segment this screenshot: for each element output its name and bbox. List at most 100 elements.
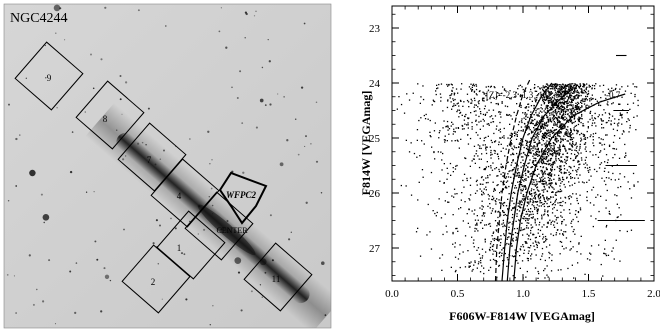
star-point	[477, 263, 480, 265]
star-point	[523, 197, 525, 200]
star-point	[477, 219, 479, 221]
star-point	[451, 89, 453, 92]
star-point	[599, 151, 601, 153]
star-point	[583, 98, 585, 100]
star-point	[449, 94, 451, 97]
star-point	[459, 111, 462, 114]
star-point	[562, 139, 564, 142]
star-point	[527, 162, 529, 165]
star-point	[545, 163, 547, 165]
star-point	[548, 92, 551, 94]
star-point	[627, 181, 629, 183]
star-point	[598, 137, 600, 139]
star-point	[576, 216, 578, 218]
star-point	[546, 132, 548, 134]
star-point	[562, 83, 564, 85]
star	[231, 86, 233, 89]
star-point	[489, 146, 491, 148]
star-point	[535, 201, 537, 203]
star-point	[564, 186, 566, 188]
star-point	[545, 99, 547, 101]
star-point	[504, 155, 506, 157]
star-point	[561, 127, 563, 130]
star-point	[460, 138, 462, 140]
star-point	[561, 106, 563, 109]
star-point	[553, 83, 555, 85]
star-point	[447, 172, 449, 175]
star-point	[481, 208, 483, 210]
star-point	[566, 134, 568, 136]
star-point	[546, 136, 548, 139]
star-point	[435, 90, 437, 92]
star-point	[527, 258, 529, 260]
star-point	[606, 161, 609, 164]
star-point	[548, 186, 550, 188]
star	[19, 134, 21, 136]
star-point	[610, 120, 612, 122]
star-point	[547, 148, 550, 150]
star-point	[408, 99, 411, 101]
star	[53, 4, 61, 12]
star-point	[604, 112, 607, 114]
star-point	[536, 200, 539, 203]
star-point	[527, 155, 530, 157]
star-point	[604, 94, 606, 96]
star-point	[605, 207, 607, 209]
star-point	[577, 262, 579, 264]
star-point	[499, 128, 501, 130]
field-label-wfpc2: WFPC2	[226, 190, 257, 200]
star	[36, 288, 38, 291]
star-point	[492, 109, 495, 111]
star-point	[468, 265, 470, 267]
star-point	[560, 110, 562, 113]
star-point	[594, 122, 596, 124]
star-point	[550, 223, 552, 225]
star-point	[621, 133, 623, 135]
star-point	[548, 118, 550, 121]
star-point	[553, 123, 555, 125]
star-point	[521, 185, 523, 187]
star-point	[528, 218, 530, 220]
star-point	[540, 127, 542, 129]
star-point	[489, 266, 492, 269]
star-point	[552, 152, 554, 155]
star-point	[433, 151, 435, 153]
star-point	[478, 115, 480, 118]
star-point	[548, 149, 550, 152]
star-point	[467, 250, 469, 252]
star-point	[571, 116, 574, 118]
star-point	[569, 134, 571, 136]
star-point	[476, 267, 478, 269]
star-point	[520, 152, 522, 155]
star-point	[453, 128, 455, 130]
star-point	[474, 227, 476, 230]
star-point	[531, 166, 534, 168]
star-point	[540, 161, 542, 163]
star-point	[553, 146, 555, 148]
star-point	[534, 222, 536, 224]
star-point	[589, 110, 592, 113]
star-point	[547, 159, 550, 161]
star-point	[637, 104, 639, 107]
star-point	[559, 240, 561, 243]
star-point	[423, 114, 425, 117]
star-point	[543, 197, 545, 199]
star-point	[570, 176, 572, 178]
star-point	[615, 87, 617, 90]
star-point	[494, 259, 496, 262]
star-point	[605, 254, 608, 257]
star-point	[568, 133, 570, 135]
star-point	[519, 203, 521, 205]
star-point	[483, 267, 485, 269]
star-point	[533, 245, 535, 247]
star-point	[560, 111, 562, 113]
star-point	[570, 101, 573, 103]
field-7: 7	[117, 122, 187, 192]
star-point	[618, 178, 620, 180]
star	[75, 262, 78, 264]
star-point	[568, 209, 571, 211]
star-point	[605, 183, 607, 186]
star-point	[419, 255, 422, 257]
star-point	[574, 91, 576, 93]
star-point	[562, 103, 565, 105]
